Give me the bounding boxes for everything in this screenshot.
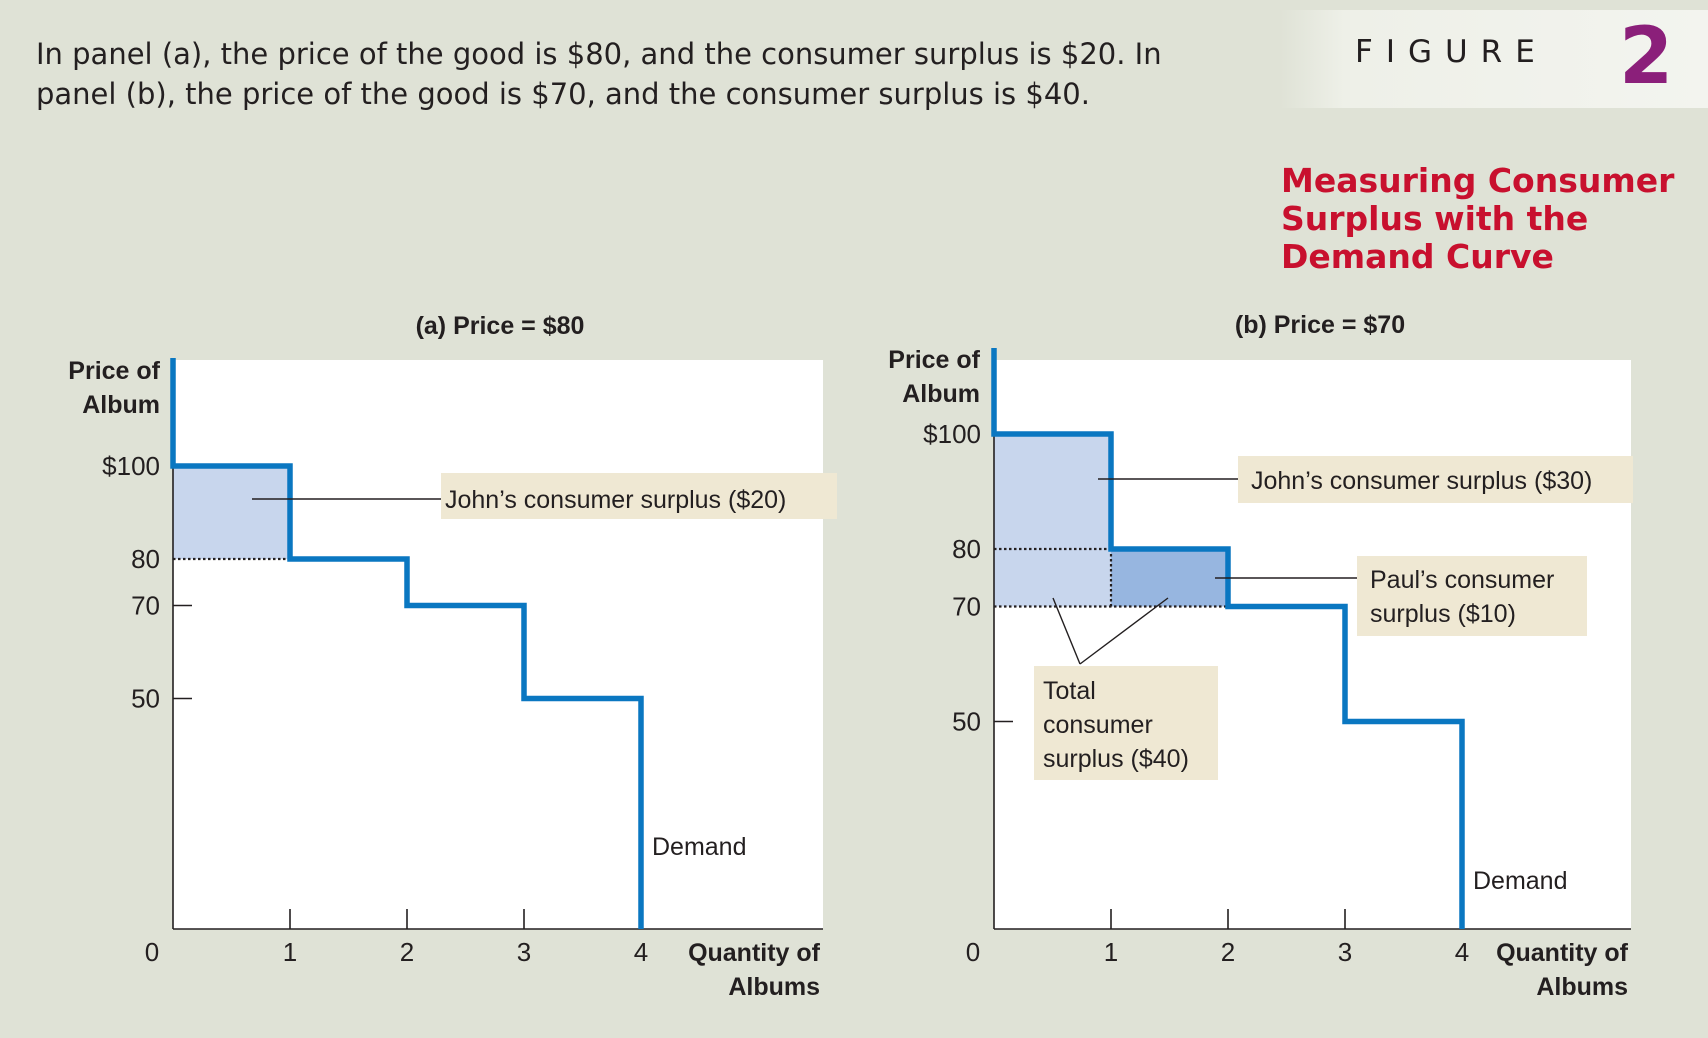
x-tick-label-3: 3: [517, 937, 531, 967]
consumer-surplus-area-2: [1111, 549, 1228, 607]
y-tick-label-100: $100: [923, 419, 981, 449]
x-tick-label-1: 1: [1104, 937, 1118, 967]
x-axis-label-line-1: Quantity of: [1496, 939, 1629, 967]
surplus-callout-label-2-line-1: Paul’s consumer: [1370, 566, 1554, 594]
demand-curve: [170, 358, 644, 929]
x-axis-label-line-2: Albums: [1536, 973, 1628, 1001]
y-tick-label-80: 80: [131, 544, 160, 574]
x-axis-label-line-1: Quantity of: [688, 939, 821, 967]
x-tick-label-3: 3: [1338, 937, 1352, 967]
demand-label: Demand: [652, 833, 747, 861]
panel-a-chart: $100 80 70 50 0 1 2 3 4 Demand (a) Price = $80 Pric…: [68, 312, 837, 1001]
total-surplus-leader-line-1: [1052, 597, 1081, 665]
y-tick-label-100: $100: [102, 451, 160, 481]
surplus-callout-label-2-line-2: surplus ($10): [1370, 600, 1516, 628]
plot-area: [173, 360, 823, 929]
y-tick-label-50: 50: [131, 684, 160, 714]
figure-label: FIGURE: [1355, 34, 1548, 70]
surplus-callout-label-1: John’s consumer surplus ($20): [445, 486, 786, 514]
total-surplus-callout-box: [1034, 666, 1218, 780]
total-surplus-label-line-1: Total: [1043, 677, 1096, 705]
x-tick-label-4: 4: [634, 937, 648, 967]
panel-b-chart: $100 80 70 50 0 1 2 3 4 Demand (b) Price = $70 Pric…: [888, 311, 1633, 1001]
y-axis-label-line-2: Album: [82, 391, 160, 419]
panel-title: (a) Price = $80: [416, 312, 585, 340]
surplus-callout-box-1: [1238, 456, 1633, 503]
figure-title: Measuring Consumer Surplus with the Dema…: [1281, 161, 1675, 276]
x-tick-label-2: 2: [1221, 937, 1235, 967]
panel-title: (b) Price = $70: [1235, 311, 1405, 339]
y-tick-label-70: 70: [952, 592, 981, 622]
surplus-callout-label-1: John’s consumer surplus ($30): [1251, 467, 1592, 495]
total-surplus-label-line-2: consumer: [1043, 711, 1153, 739]
total-surplus-label-line-3: surplus ($40): [1043, 745, 1189, 773]
figure-header-box: [1280, 10, 1708, 108]
y-axis-label-line-2: Album: [902, 380, 980, 408]
y-tick-label-80: 80: [952, 534, 981, 564]
surplus-callout-box-1: [441, 473, 837, 519]
surplus-callout-box-2: [1357, 556, 1587, 636]
demand-label: Demand: [1473, 867, 1568, 895]
x-tick-label-2: 2: [400, 937, 414, 967]
x-origin-label: 0: [145, 937, 159, 967]
consumer-surplus-area-1: [994, 434, 1111, 607]
total-surplus-leader-line-2: [1079, 597, 1169, 665]
x-origin-label: 0: [966, 937, 980, 967]
y-axis-label-line-1: Price of: [888, 346, 980, 374]
y-tick-label-50: 50: [952, 707, 981, 737]
consumer-surplus-area-1: [173, 466, 290, 559]
figure-number: 2: [1619, 12, 1674, 102]
figure-caption: In panel (a), the price of the good is $…: [36, 37, 1162, 111]
x-tick-label-4: 4: [1455, 937, 1469, 967]
y-axis-label-line-1: Price of: [68, 357, 160, 385]
x-axis-label-line-2: Albums: [728, 973, 820, 1001]
y-tick-label-70: 70: [131, 591, 160, 621]
x-tick-label-1: 1: [283, 937, 297, 967]
